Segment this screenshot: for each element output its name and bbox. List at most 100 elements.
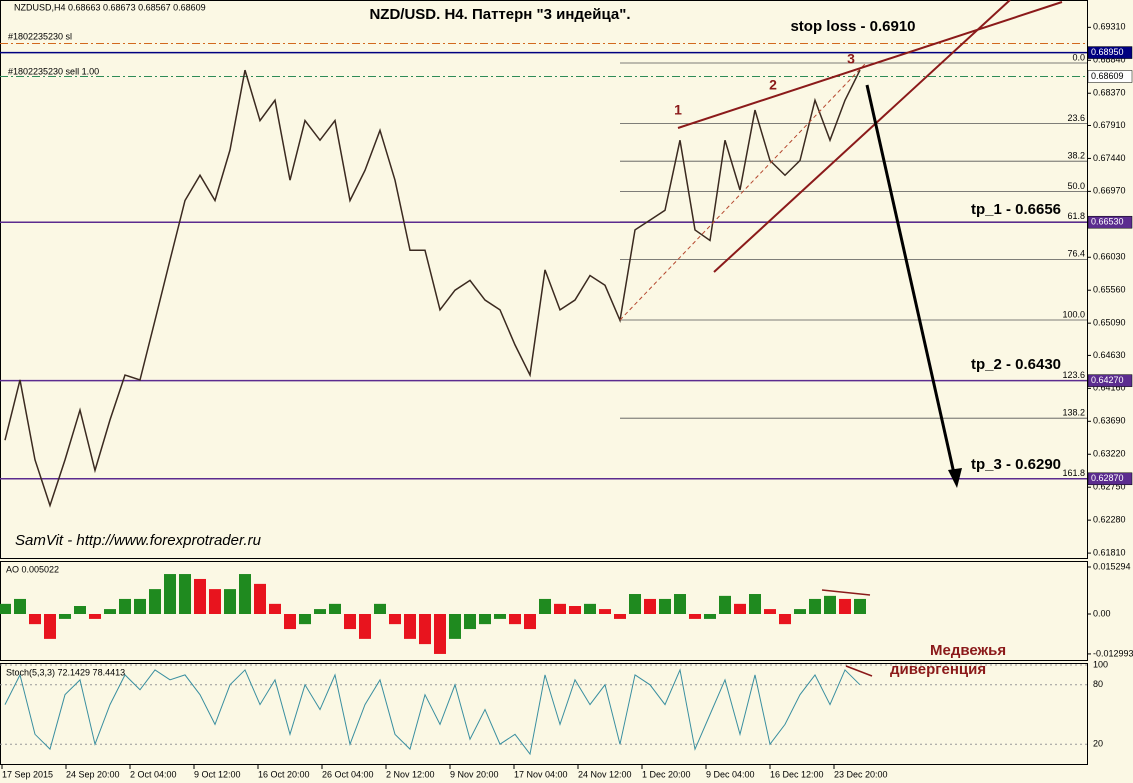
main-panel: [0, 0, 1088, 559]
arrow-head: [948, 468, 962, 488]
price-tag-label: 0.62870: [1091, 473, 1124, 483]
ao-bar: [104, 609, 116, 614]
ao-bar: [74, 606, 86, 614]
ao-bar: [374, 603, 386, 614]
x-tick-label: 23 Dec 20:00: [834, 769, 888, 779]
ao-bar: [179, 574, 191, 614]
plot-layer: 0.69310 0.68840 0.68370 0.67910 0.67440 0.669…: [0, 22, 1133, 779]
ao-bar: [704, 613, 716, 619]
y-tick-label: 0.66970: [1093, 186, 1126, 196]
y-tick-label: 0.64160: [1093, 383, 1126, 393]
ao-bar: [134, 598, 146, 614]
tp-label: tp_3 - 0.6290: [971, 456, 1061, 473]
pattern-point: 1: [674, 102, 682, 118]
ao-bar: [359, 613, 371, 639]
divergence-label: дивергенция: [890, 661, 986, 678]
y-tick-label: 0.67440: [1093, 153, 1126, 163]
ao-bar: [89, 613, 101, 619]
fib-label: 138.2: [1062, 408, 1085, 418]
ao-bar: [239, 574, 251, 614]
y-tick-label: 0.62750: [1093, 482, 1126, 492]
ao-bar: [209, 589, 221, 614]
ao-bar: [14, 598, 26, 614]
ao-bar: [749, 594, 761, 614]
fib-label: 123.6: [1062, 370, 1085, 380]
symbol-info: NZDUSD,H4 0.68663 0.68673 0.68567 0.6860…: [14, 2, 206, 12]
ao-bar: [689, 613, 701, 619]
y-tick-label: -0.012993: [1093, 648, 1133, 658]
ao-bar: [464, 613, 476, 630]
ao-bar: [539, 598, 551, 614]
pattern-point: 3: [847, 51, 855, 67]
tp-label: tp_2 - 0.6430: [971, 356, 1061, 373]
ao-bar: [404, 613, 416, 639]
fib-label: 0.0: [1072, 52, 1085, 62]
ao-bar: [449, 613, 461, 639]
y-tick-label: 0.69310: [1093, 22, 1126, 32]
stoch-line: [4, 668, 861, 756]
y-tick-label: 0.67910: [1093, 120, 1126, 130]
y-tick-label: 0.65560: [1093, 285, 1126, 295]
fib-label: 38.2: [1067, 151, 1085, 161]
ao-bar: [164, 574, 176, 614]
fib-label: 50.0: [1067, 181, 1085, 191]
ao-bar: [29, 613, 41, 625]
x-tick-label: 9 Oct 12:00: [194, 769, 241, 779]
ao-bar: [779, 613, 791, 625]
ao-bar: [494, 613, 506, 619]
ao-bar: [734, 603, 746, 614]
wedge-upper: [677, 1, 1063, 129]
ao-bar: [194, 578, 206, 614]
ao-bar: [59, 613, 71, 619]
ao-bar: [794, 609, 806, 614]
ao-bar: [719, 595, 731, 614]
pattern-point: 2: [769, 77, 777, 93]
stoch-divergence: [845, 665, 873, 677]
ao-bar: [764, 609, 776, 614]
x-tick-label: 16 Oct 20:00: [258, 769, 310, 779]
x-tick-label: 2 Oct 04:00: [130, 769, 177, 779]
ao-bar: [479, 613, 491, 625]
ao-bar: [344, 613, 356, 630]
y-tick-label: 0.65090: [1093, 318, 1126, 328]
ao-bar: [674, 594, 686, 614]
ao-bar: [224, 589, 236, 614]
x-tick-label: 24 Sep 20:00: [66, 769, 120, 779]
divergence-label: Медвежья: [930, 642, 1006, 659]
x-tick-label: 9 Nov 20:00: [450, 769, 499, 779]
ao-bar: [614, 613, 626, 619]
ao-bar: [629, 594, 641, 614]
ao-bar: [569, 606, 581, 614]
ao-bar: [254, 583, 266, 614]
ao-bar: [269, 603, 281, 614]
ao-bar: [314, 609, 326, 614]
y-tick-label: 0.63690: [1093, 416, 1126, 426]
y-tick-label: 0.63220: [1093, 449, 1126, 459]
y-tick-label: 0.64630: [1093, 350, 1126, 360]
ao-bar: [389, 613, 401, 625]
ao-bar: [434, 613, 446, 654]
price-tag-label: 0.64270: [1091, 375, 1124, 385]
fib-label: 161.8: [1062, 468, 1085, 478]
fib-label: 61.8: [1067, 211, 1085, 221]
ao-header: AO 0.005022: [6, 564, 59, 574]
fib-label: 100.0: [1062, 309, 1085, 319]
ao-bar: [44, 613, 56, 639]
author: SamVit - http://www.forexprotrader.ru: [15, 532, 262, 549]
ao-bar: [284, 613, 296, 630]
x-tick-label: 2 Nov 12:00: [386, 769, 435, 779]
y-tick-label: 20: [1093, 739, 1103, 749]
x-tick-label: 17 Nov 04:00: [514, 769, 568, 779]
price-tag: [1087, 46, 1133, 59]
ao-divergence: [821, 589, 871, 596]
ao-bar: [299, 613, 311, 625]
price-tag: [1087, 215, 1133, 229]
price-tag: [1087, 374, 1133, 387]
ao-bar: [809, 598, 821, 614]
ao-bar: [509, 613, 521, 625]
stoch-panel: [0, 663, 1088, 765]
y-tick-label: 0.61810: [1093, 547, 1126, 557]
y-tick-label: 0.62280: [1093, 515, 1126, 525]
tp-label: tp_1 - 0.6656: [971, 201, 1061, 218]
